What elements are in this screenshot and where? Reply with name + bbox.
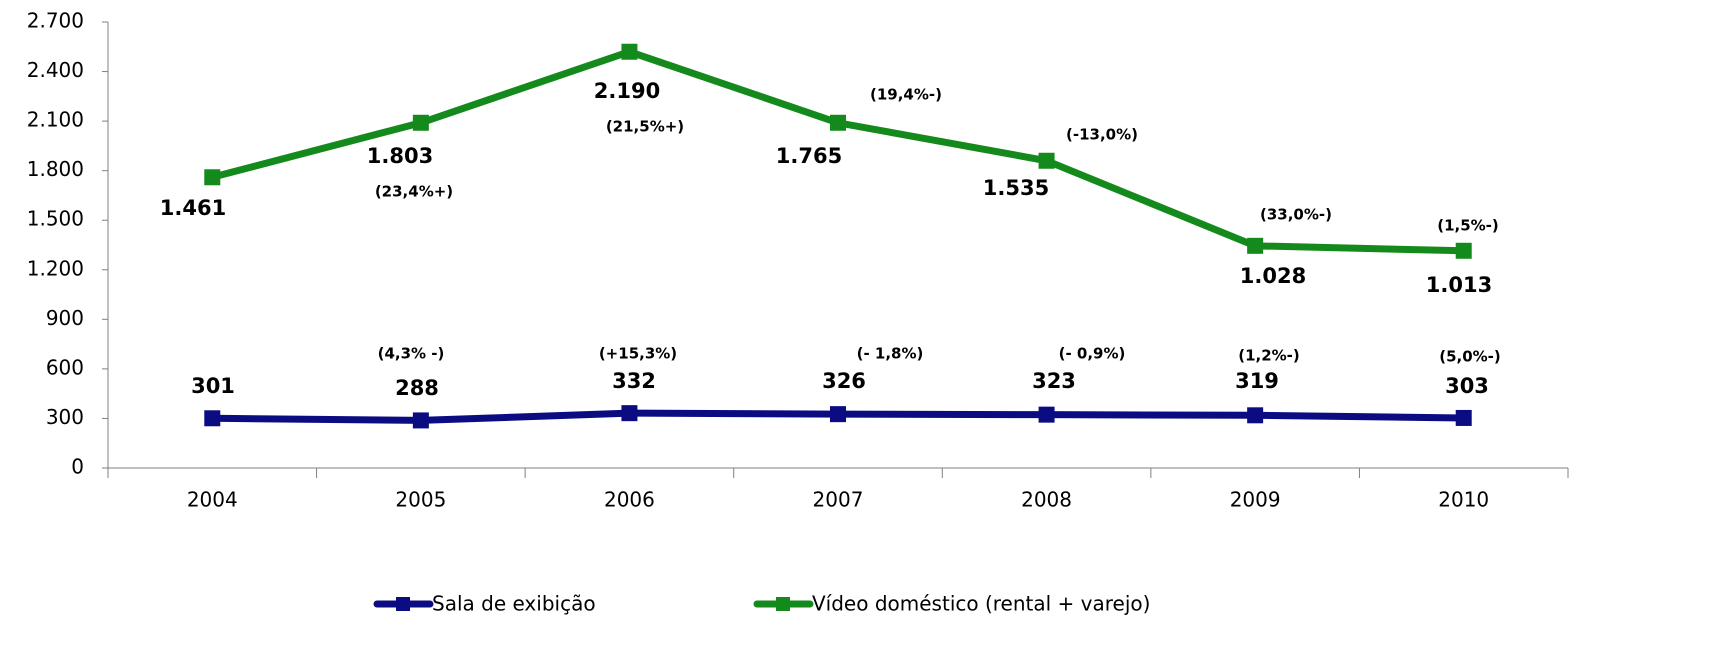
y-tick-label: 900: [46, 306, 84, 330]
point: [204, 169, 221, 186]
change-label: (1,5%-): [1437, 217, 1499, 235]
y-tick-label: 600: [46, 355, 84, 379]
x-tick-label: 2008: [1021, 488, 1072, 512]
point: [830, 406, 846, 423]
data-label: 1.013: [1426, 273, 1492, 297]
x-tick-label: 2004: [187, 488, 238, 512]
data-label: 1.535: [983, 176, 1049, 200]
y-tick-label: 0: [71, 455, 84, 479]
legend-label: Vídeo doméstico (rental + varejo): [812, 592, 1150, 616]
data-label: 323: [1032, 369, 1076, 393]
data-label: 1.803: [367, 144, 433, 168]
change-label: (-13,0%): [1066, 126, 1138, 144]
legend-marker: [396, 597, 410, 611]
data-label: 319: [1235, 369, 1279, 393]
y-tick-label: 1.500: [27, 207, 84, 231]
data-label: 301: [191, 374, 235, 398]
y-tick-label: 1.200: [27, 256, 84, 280]
point: [1038, 152, 1055, 169]
data-label: 1.461: [160, 196, 226, 220]
point: [621, 43, 638, 60]
change-label: (4,3% -): [378, 345, 445, 363]
change-label: (23,4%+): [375, 183, 453, 201]
legend-marker: [776, 597, 790, 611]
y-tick-label: 2.400: [27, 58, 84, 82]
point: [204, 410, 221, 427]
change-label: (+15,3%): [599, 345, 677, 363]
point: [1247, 407, 1264, 424]
data-label: 303: [1445, 374, 1489, 398]
x-tick-label: 2007: [813, 488, 864, 512]
x-tick-label: 2006: [604, 488, 655, 512]
data-label: 332: [612, 369, 656, 393]
change-label: (- 0,9%): [1059, 345, 1126, 363]
point: [830, 114, 846, 131]
data-label: 1.028: [1240, 264, 1306, 288]
change-label: (- 1,8%): [857, 345, 924, 363]
x-tick-label: 2010: [1438, 488, 1489, 512]
y-tick-label: 2.700: [27, 9, 84, 33]
data-label: 288: [395, 376, 439, 400]
change-label: (21,5%+): [606, 118, 684, 136]
change-label: (1,2%-): [1238, 347, 1300, 365]
y-tick-label: 300: [46, 405, 84, 429]
data-label: 2.190: [594, 79, 660, 103]
point: [1455, 409, 1472, 426]
x-tick-label: 2005: [395, 488, 446, 512]
change-label: (19,4%-): [870, 86, 942, 104]
point: [1038, 406, 1055, 423]
point: [621, 405, 638, 422]
point: [412, 114, 429, 131]
change-label: (5,0%-): [1439, 348, 1501, 366]
legend-label: Sala de exibição: [432, 592, 596, 616]
data-label: 326: [822, 369, 866, 393]
x-tick-label: 2009: [1230, 488, 1281, 512]
point: [1247, 237, 1264, 254]
y-tick-label: 1.800: [27, 157, 84, 181]
point: [412, 412, 429, 429]
change-label: (33,0%-): [1260, 206, 1332, 224]
point: [1455, 242, 1472, 259]
y-tick-label: 2.100: [27, 108, 84, 132]
data-label: 1.765: [776, 144, 842, 168]
